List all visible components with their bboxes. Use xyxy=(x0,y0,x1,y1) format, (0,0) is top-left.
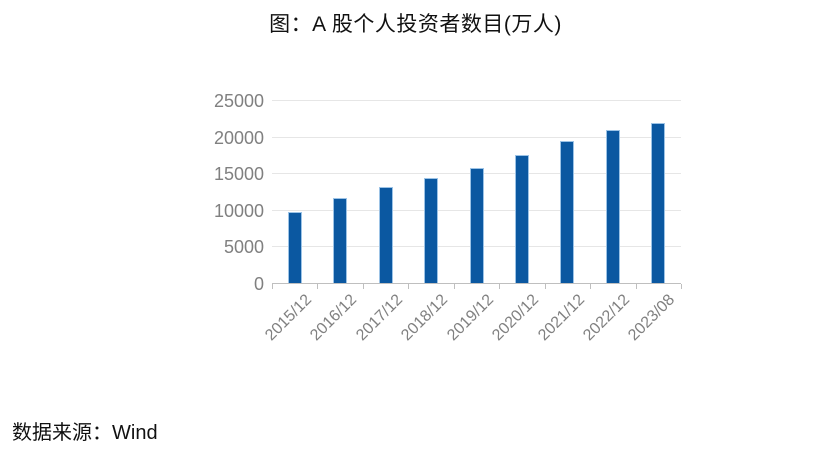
plot-area xyxy=(272,100,682,289)
x-axis-tick xyxy=(317,284,319,289)
bar-2019/12 xyxy=(469,168,484,284)
y-tick-label-0: 0 xyxy=(253,274,264,294)
y-tick-label-10000: 10000 xyxy=(213,200,264,221)
x-axis-labels: 2015/12 2016/12 2017/12 2018/12 2019/12 2020/… xyxy=(262,284,681,374)
x-tick-label-2023/08: 2023/08 xyxy=(625,291,679,345)
x-tick-label-2021/12: 2021/12 xyxy=(534,291,588,345)
x-tick-label-2017/12: 2017/12 xyxy=(353,291,406,345)
x-tick-label-2015/12: 2015/12 xyxy=(262,291,316,345)
x-tick-label-2018/12: 2018/12 xyxy=(398,291,452,345)
bar-2021/12 xyxy=(560,141,575,284)
bar-2018/12 xyxy=(424,178,439,284)
x-tick-label-2019/12: 2019/12 xyxy=(443,291,497,345)
y-tick-label-5000: 5000 xyxy=(223,237,264,258)
bar-2015/12 xyxy=(287,211,302,284)
y-tick-label-15000: 15000 xyxy=(213,164,264,185)
y-axis-labels: 0 5000 10000 15000 20000 25000 xyxy=(0,92,264,293)
bar-2016/12 xyxy=(333,198,348,284)
gridline-25000 xyxy=(272,100,681,101)
y-tick-label-25000: 25000 xyxy=(213,91,264,111)
x-tick-label-2016/12: 2016/12 xyxy=(307,291,361,345)
bar-2022/12 xyxy=(605,129,620,284)
x-axis-line xyxy=(272,283,681,284)
x-axis-tick xyxy=(681,284,682,289)
x-axis-tick xyxy=(499,284,501,289)
x-axis-tick xyxy=(590,284,592,289)
bar-2017/12 xyxy=(378,186,393,284)
x-axis-tick xyxy=(544,284,546,289)
x-axis-tick xyxy=(453,284,455,289)
x-axis-tick xyxy=(272,284,273,289)
y-tick-label-20000: 20000 xyxy=(213,127,264,148)
gridline-20000 xyxy=(272,136,681,138)
x-axis-tick xyxy=(408,284,410,289)
x-axis-tick xyxy=(635,284,637,289)
chart-title: 图：A 股个人投资者数目(万人) xyxy=(269,13,562,36)
x-tick-label-2022/12: 2022/12 xyxy=(580,291,634,345)
bar-2023/08 xyxy=(651,123,666,284)
x-tick-label-2020/12: 2020/12 xyxy=(489,291,543,345)
bar-2020/12 xyxy=(514,154,529,284)
data-source-note: 数据来源：Wind xyxy=(12,422,158,444)
x-axis-tick xyxy=(362,284,364,289)
